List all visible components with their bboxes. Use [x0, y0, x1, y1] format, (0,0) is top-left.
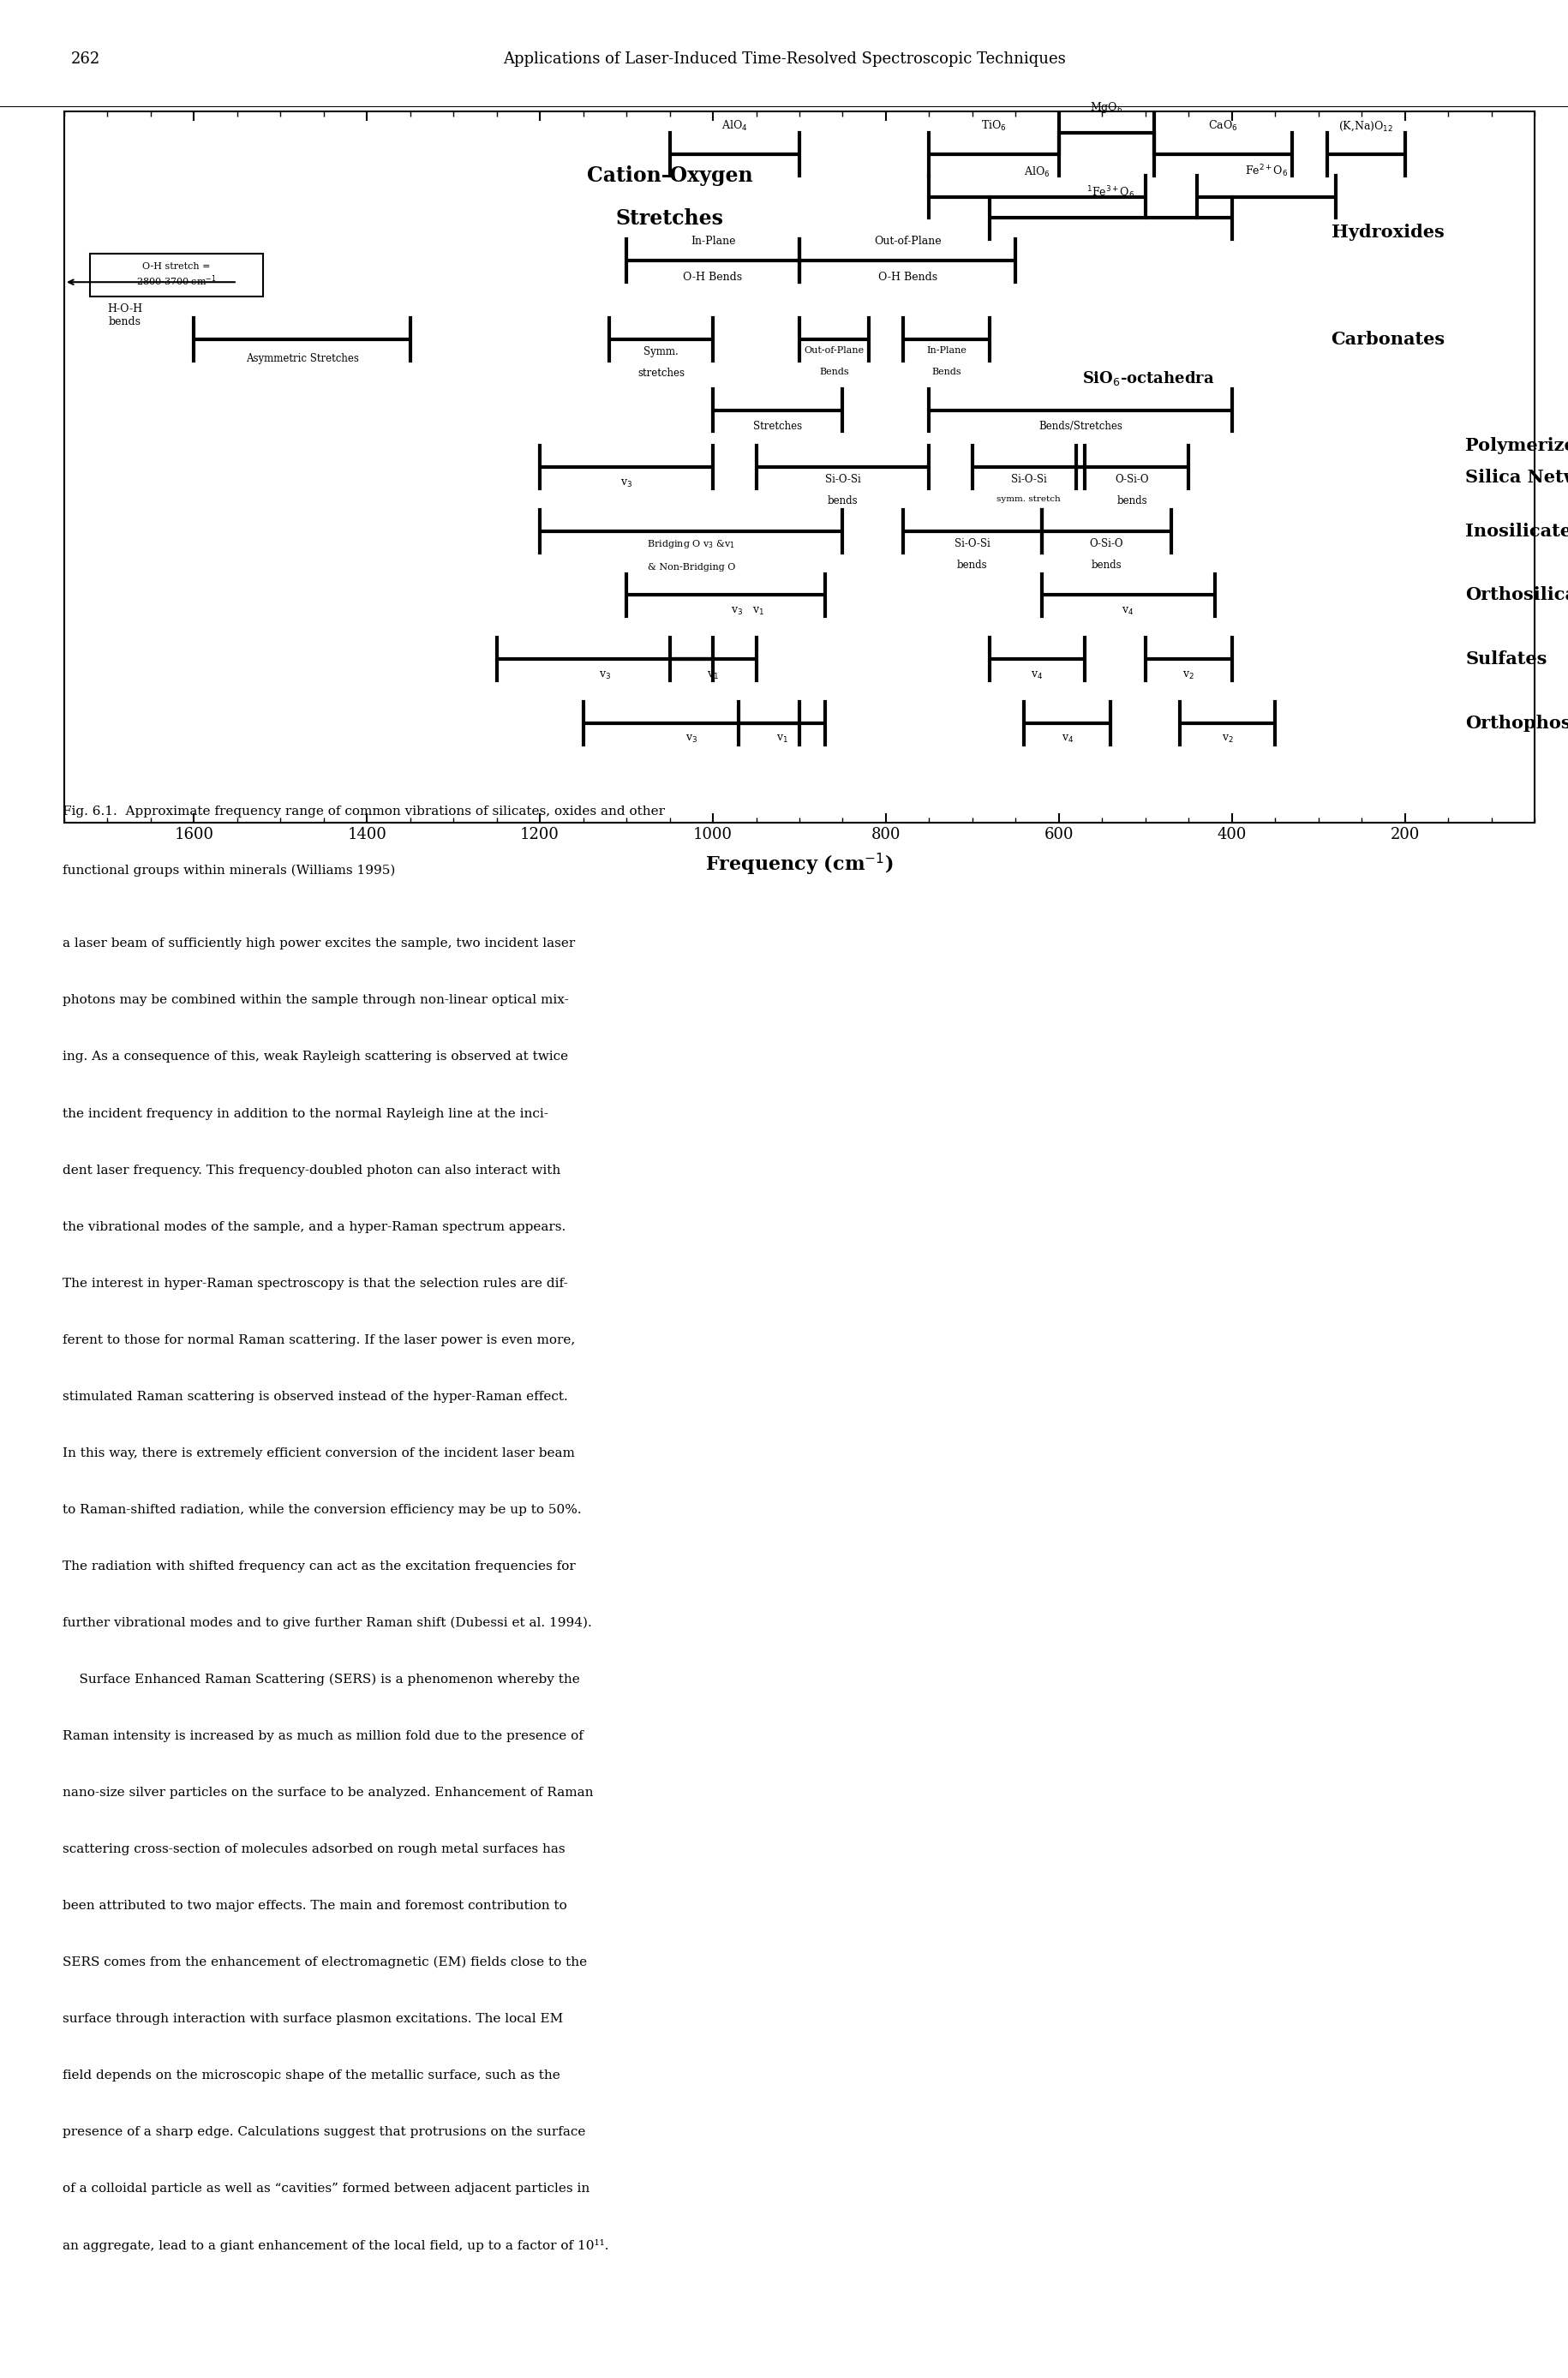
Text: Sulfates: Sulfates — [1465, 652, 1546, 668]
Text: Hydroxides: Hydroxides — [1330, 224, 1443, 240]
Text: Polymerized: Polymerized — [1465, 438, 1568, 454]
Text: Stretches: Stretches — [615, 207, 723, 228]
Text: O-Si-O: O-Si-O — [1088, 537, 1123, 549]
Text: stretches: stretches — [637, 369, 684, 378]
Text: ing. As a consequence of this, weak Rayleigh scattering is observed at twice: ing. As a consequence of this, weak Rayl… — [63, 1051, 568, 1063]
Text: Applications of Laser-Induced Time-Resolved Spectroscopic Techniques: Applications of Laser-Induced Time-Resol… — [503, 52, 1065, 67]
Text: the incident frequency in addition to the normal Rayleigh line at the inci-: the incident frequency in addition to th… — [63, 1108, 549, 1120]
Text: v$_3$: v$_3$ — [599, 671, 610, 680]
Text: v$_4$: v$_4$ — [1062, 735, 1073, 744]
Text: O-H Bends: O-H Bends — [684, 271, 742, 283]
Text: SERS comes from the enhancement of electromagnetic (EM) fields close to the: SERS comes from the enhancement of elect… — [63, 1957, 586, 1969]
Text: dent laser frequency. This frequency-doubled photon can also interact with: dent laser frequency. This frequency-dou… — [63, 1165, 560, 1177]
Text: Bends: Bends — [818, 369, 848, 376]
Text: Symm.: Symm. — [643, 347, 677, 357]
Text: symm. stretch: symm. stretch — [996, 495, 1060, 504]
Text: MgO$_6$: MgO$_6$ — [1090, 100, 1123, 114]
Text: presence of a sharp edge. Calculations suggest that protrusions on the surface: presence of a sharp edge. Calculations s… — [63, 2126, 585, 2138]
Text: v$_3$: v$_3$ — [619, 478, 632, 490]
Text: H-O-H
bends: H-O-H bends — [107, 304, 143, 328]
Text: O-H stretch =
2800-3700 cm$^{-1}$: O-H stretch = 2800-3700 cm$^{-1}$ — [136, 262, 216, 288]
Text: bends: bends — [956, 559, 988, 571]
Text: v$_3$: v$_3$ — [685, 735, 696, 744]
Text: In this way, there is extremely efficient conversion of the incident laser beam: In this way, there is extremely efficien… — [63, 1448, 575, 1460]
Text: functional groups within minerals (Williams 1995): functional groups within minerals (Willi… — [63, 863, 395, 877]
Text: Silica Networks: Silica Networks — [1465, 468, 1568, 485]
Text: scattering cross-section of molecules adsorbed on rough metal surfaces has: scattering cross-section of molecules ad… — [63, 1843, 564, 1855]
Text: v$_4$: v$_4$ — [1121, 606, 1134, 616]
Text: Inosilicates: Inosilicates — [1465, 523, 1568, 540]
Text: O-H Bends: O-H Bends — [878, 271, 936, 283]
Text: stimulated Raman scattering is observed instead of the hyper-Raman effect.: stimulated Raman scattering is observed … — [63, 1391, 568, 1403]
Text: bends: bends — [826, 495, 858, 507]
Text: 262: 262 — [71, 52, 100, 67]
Text: TiO$_6$: TiO$_6$ — [980, 119, 1007, 133]
Text: & Non-Bridging O: & Non-Bridging O — [648, 564, 735, 571]
Text: Raman intensity is increased by as much as million fold due to the presence of: Raman intensity is increased by as much … — [63, 1731, 583, 1743]
Text: photons may be combined within the sample through non-linear optical mix-: photons may be combined within the sampl… — [63, 994, 569, 1006]
Text: AlO$_6$: AlO$_6$ — [1024, 164, 1049, 178]
Text: Bends: Bends — [931, 369, 961, 376]
Text: v$_1$: v$_1$ — [707, 671, 718, 680]
Text: v$_2$: v$_2$ — [1182, 671, 1193, 680]
Text: Bridging O v$_3$ &v$_1$: Bridging O v$_3$ &v$_1$ — [648, 537, 735, 549]
Text: v$_3$   v$_1$: v$_3$ v$_1$ — [731, 606, 764, 616]
Text: Orthophosphates: Orthophosphates — [1465, 713, 1568, 732]
Text: further vibrational modes and to give further Raman shift (Dubessi et al. 1994).: further vibrational modes and to give fu… — [63, 1617, 591, 1629]
Text: $^1$Fe$^{3+}$O$_6$: $^1$Fe$^{3+}$O$_6$ — [1087, 183, 1134, 200]
Text: the vibrational modes of the sample, and a hyper-Raman spectrum appears.: the vibrational modes of the sample, and… — [63, 1220, 566, 1232]
Text: nano-size silver particles on the surface to be analyzed. Enhancement of Raman: nano-size silver particles on the surfac… — [63, 1786, 593, 1798]
Text: Carbonates: Carbonates — [1330, 331, 1444, 347]
X-axis label: Frequency (cm$^{-1}$): Frequency (cm$^{-1}$) — [706, 851, 894, 877]
Text: Bends/Stretches: Bends/Stretches — [1038, 421, 1121, 433]
Text: Si-O-Si: Si-O-Si — [1010, 473, 1046, 485]
Text: an aggregate, lead to a giant enhancement of the local field, up to a factor of : an aggregate, lead to a giant enhancemen… — [63, 2240, 608, 2252]
Text: (K,Na)O$_{12}$: (K,Na)O$_{12}$ — [1338, 119, 1392, 133]
Text: v$_2$: v$_2$ — [1221, 735, 1232, 744]
Text: O-Si-O: O-Si-O — [1115, 473, 1149, 485]
Text: In-Plane: In-Plane — [690, 235, 735, 247]
Text: SiO$_6$-octahedra: SiO$_6$-octahedra — [1082, 369, 1214, 388]
Text: a laser beam of sufficiently high power excites the sample, two incident laser: a laser beam of sufficiently high power … — [63, 937, 575, 949]
Text: Orthosilicates: Orthosilicates — [1465, 587, 1568, 604]
Text: Out-of-Plane: Out-of-Plane — [873, 235, 941, 247]
Text: ferent to those for normal Raman scattering. If the laser power is even more,: ferent to those for normal Raman scatter… — [63, 1334, 575, 1346]
Text: AlO$_4$: AlO$_4$ — [721, 119, 748, 133]
FancyBboxPatch shape — [89, 254, 263, 297]
Text: of a colloidal particle as well as “cavities” formed between adjacent particles : of a colloidal particle as well as “cavi… — [63, 2183, 590, 2195]
Text: Stretches: Stretches — [753, 421, 801, 433]
Text: been attributed to two major effects. The main and foremost contribution to: been attributed to two major effects. Th… — [63, 1900, 568, 1912]
Text: Si-O-Si: Si-O-Si — [953, 537, 989, 549]
Text: field depends on the microscopic shape of the metallic surface, such as the: field depends on the microscopic shape o… — [63, 2069, 560, 2081]
Text: Out-of-Plane: Out-of-Plane — [803, 347, 864, 354]
Text: to Raman-shifted radiation, while the conversion efficiency may be up to 50%.: to Raman-shifted radiation, while the co… — [63, 1503, 582, 1515]
Text: Fig. 6.1.  Approximate frequency range of common vibrations of silicates, oxides: Fig. 6.1. Approximate frequency range of… — [63, 806, 665, 818]
Text: In-Plane: In-Plane — [925, 347, 966, 354]
Text: CaO$_6$: CaO$_6$ — [1207, 119, 1237, 133]
Text: v$_4$: v$_4$ — [1030, 671, 1043, 680]
Text: The radiation with shifted frequency can act as the excitation frequencies for: The radiation with shifted frequency can… — [63, 1560, 575, 1572]
Text: bends: bends — [1116, 495, 1148, 507]
Text: Cation-Oxygen: Cation-Oxygen — [586, 164, 753, 185]
Text: Fe$^{2+}$O$_6$: Fe$^{2+}$O$_6$ — [1245, 164, 1287, 178]
Text: v$_1$: v$_1$ — [776, 735, 787, 744]
Text: Asymmetric Stretches: Asymmetric Stretches — [246, 354, 359, 364]
Text: Si-O-Si: Si-O-Si — [825, 473, 861, 485]
Text: Surface Enhanced Raman Scattering (SERS) is a phenomenon whereby the: Surface Enhanced Raman Scattering (SERS)… — [63, 1674, 580, 1686]
Text: bends: bends — [1091, 559, 1121, 571]
Text: surface through interaction with surface plasmon excitations. The local EM: surface through interaction with surface… — [63, 2014, 563, 2026]
Text: The interest in hyper-Raman spectroscopy is that the selection rules are dif-: The interest in hyper-Raman spectroscopy… — [63, 1277, 568, 1289]
